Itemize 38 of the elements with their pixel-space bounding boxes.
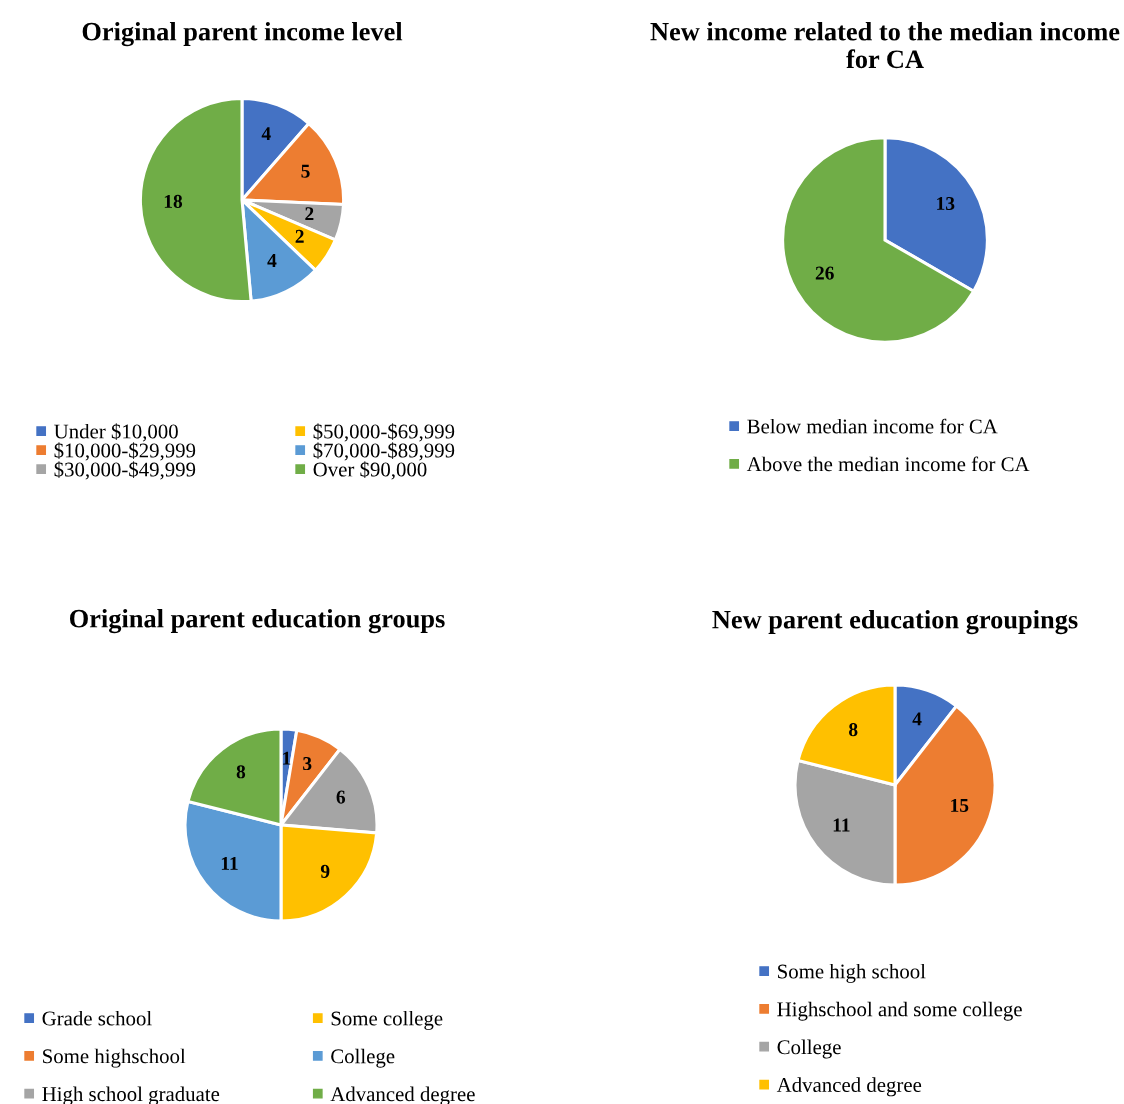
data-label: 4	[261, 127, 271, 140]
legend-label: Over $90,000	[313, 461, 427, 480]
data-label: 8	[849, 723, 858, 737]
chart-title: New parent education groupings	[712, 610, 1078, 635]
data-label: 26	[815, 266, 834, 280]
data-label: 13	[937, 196, 955, 211]
legend-label: $30,000-$49,999	[54, 461, 196, 480]
data-label: 2	[295, 229, 304, 243]
data-label: 4	[267, 254, 277, 267]
data-label: 18	[164, 194, 183, 208]
legend-label: $50,000-$69,999	[313, 423, 455, 442]
legend-label: Above the median income for CA	[746, 456, 1030, 472]
legend-label: Some college	[331, 1010, 443, 1030]
data-label: 3	[303, 757, 312, 771]
data-label: 4	[912, 712, 922, 726]
legend-label: Below median income for CA	[747, 418, 998, 434]
legend-label: $10,000-$29,999	[54, 442, 196, 461]
data-label: 1	[283, 751, 291, 765]
data-label: 11	[833, 818, 850, 832]
legend-label: College	[331, 1048, 395, 1068]
chart-title: Original parent income level	[82, 22, 403, 47]
legend-label: $70,000-$89,999	[313, 442, 455, 461]
chart-title: Original parent education groups	[69, 609, 445, 634]
data-label: 6	[336, 790, 346, 804]
data-label: 8	[236, 765, 246, 779]
legend-label: Some high school	[778, 963, 926, 983]
legend-label: Highschool and some college	[777, 1001, 1022, 1021]
legend-label: Grade school	[42, 1010, 152, 1026]
chart-title: New income related to the median income for CA	[650, 22, 1120, 69]
legend-label: Some highschool	[43, 1048, 186, 1068]
data-label: 5	[301, 164, 310, 178]
legend-label: Advanced degree	[776, 1077, 922, 1097]
data-label: 9	[320, 864, 330, 878]
data-label: 15	[951, 798, 969, 812]
legend-label: Under $10,000	[54, 423, 178, 442]
legend-label: College	[777, 1039, 841, 1059]
data-label: 11	[221, 856, 238, 870]
data-label: 2	[305, 207, 314, 221]
